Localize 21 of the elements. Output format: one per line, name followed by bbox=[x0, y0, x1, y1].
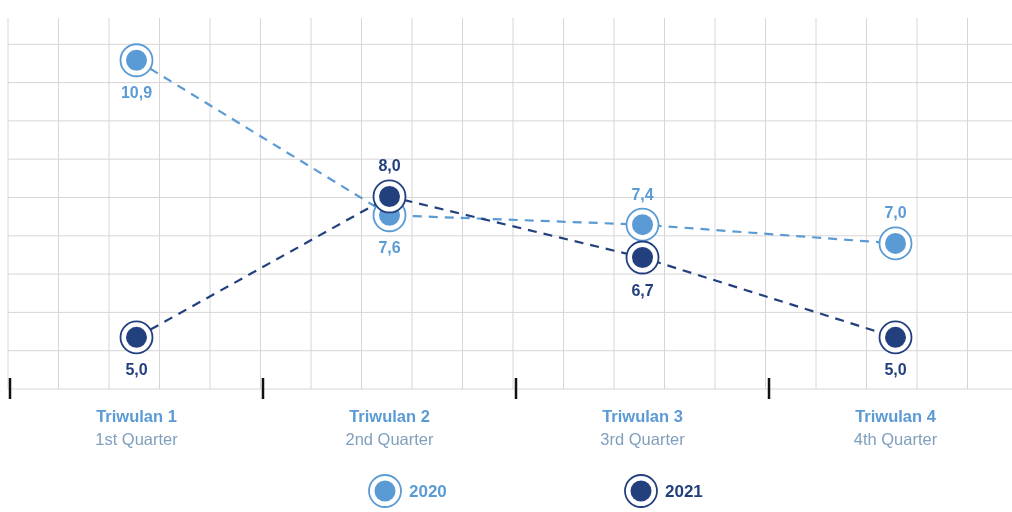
data-label: 6,7 bbox=[631, 281, 654, 299]
x-tick-label: Triwulan 2 2nd Quarter bbox=[345, 407, 435, 448]
data-label: 7,4 bbox=[631, 185, 654, 203]
x-tick-label: Triwulan 3 3rd Quarter bbox=[600, 407, 686, 448]
legend-label: 2021 bbox=[665, 482, 703, 501]
data-label: 8,0 bbox=[378, 157, 401, 175]
data-label: 5,0 bbox=[125, 361, 148, 379]
data-label: 5,0 bbox=[884, 361, 907, 379]
x-tick-label: Triwulan 4 4th Quarter bbox=[853, 407, 938, 448]
point bbox=[625, 240, 660, 275]
point bbox=[119, 320, 154, 355]
legend-label: 2020 bbox=[409, 482, 447, 501]
data-label: 7,0 bbox=[884, 204, 907, 222]
point bbox=[372, 179, 407, 214]
data-label: 10,9 bbox=[120, 84, 153, 102]
point bbox=[878, 320, 913, 355]
data-label: 7,6 bbox=[378, 239, 401, 257]
point bbox=[878, 226, 913, 261]
point bbox=[119, 43, 154, 78]
x-tick-label: Triwulan 1 1st Quarter bbox=[95, 407, 179, 448]
point bbox=[625, 207, 660, 242]
